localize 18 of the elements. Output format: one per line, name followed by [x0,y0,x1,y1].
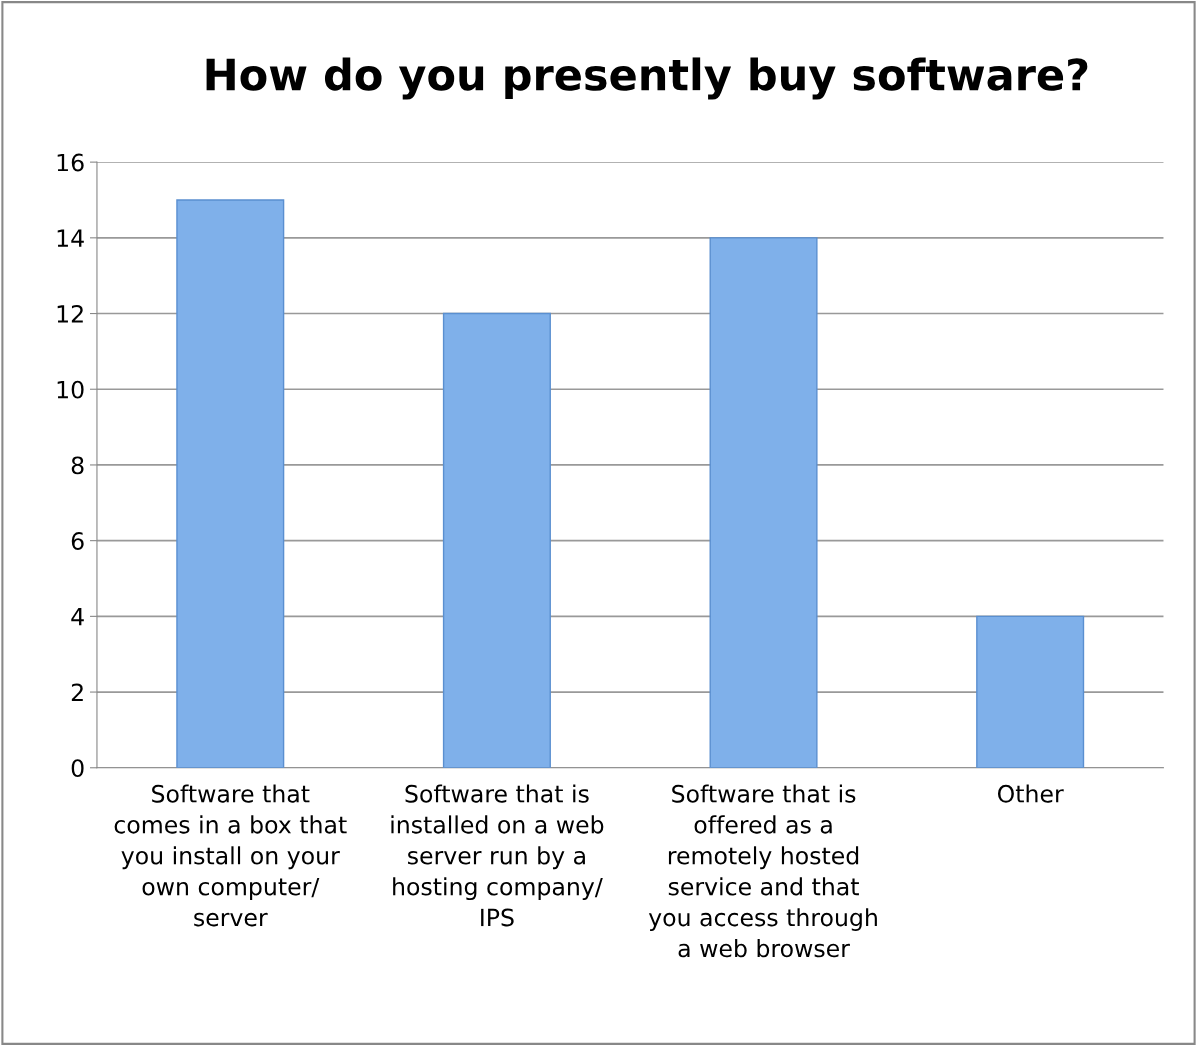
y-tick-label: 16 [57,153,84,172]
y-tick-label: 0 [71,759,84,778]
bar [442,312,551,768]
y-tick-label: 8 [71,456,84,475]
x-tick-label: Software that comes in a box that you install on your own computer/ server [114,784,347,927]
bar [709,237,818,768]
chart-title: How do you presently buy software? [206,57,1088,100]
y-tick-label: 12 [57,304,83,323]
y-tick-label: 6 [71,532,84,550]
x-tick-label: Other [997,784,1064,803]
y-tick-label: 4 [71,608,84,626]
y-tick-label: 14 [57,229,84,247]
bar [176,199,285,768]
y-tick-label: 10 [57,380,84,399]
x-tick-label: Software that is offered as a remotely hosted service and that you access through a web browser [648,784,877,958]
x-tick-label: Software that is installed on a web server run by a hosting company/ IPS [391,784,604,927]
y-tick-label: 2 [71,683,83,702]
bar [976,615,1085,768]
